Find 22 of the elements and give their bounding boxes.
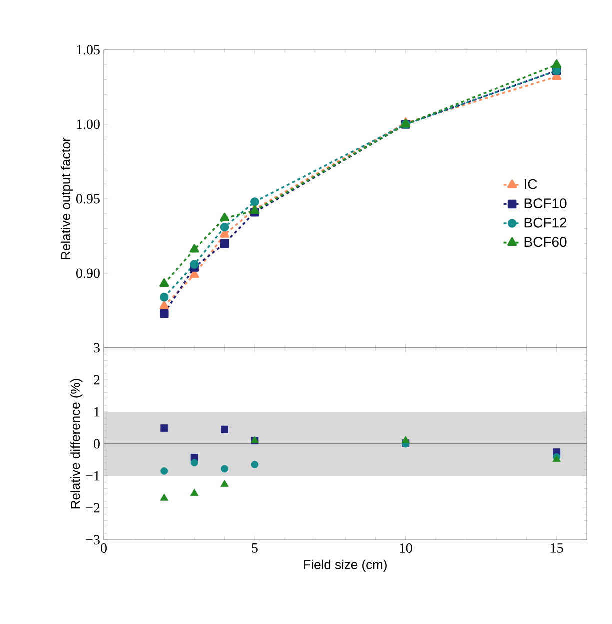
y-tick-label: 1.00 — [77, 120, 100, 130]
y-tick-label: 0 — [94, 439, 100, 449]
y-tick-label: 0.95 — [76, 194, 100, 204]
legend-label: IC — [525, 179, 538, 190]
y-tick-label: 3 — [94, 343, 100, 353]
x-axis-title: Field size (cm) — [304, 560, 387, 572]
y-tick-label: −3 — [86, 535, 100, 545]
y-tick-label: 0.90 — [76, 268, 100, 278]
x-tick-label: 10 — [400, 544, 412, 553]
x-tick-label: 5 — [252, 544, 258, 553]
y-tick-label: 1.05 — [77, 45, 100, 55]
x-tick-label: 0 — [101, 544, 107, 553]
y-tick-label: −1 — [86, 471, 100, 481]
legend-label: BCF10 — [524, 198, 567, 209]
x-tick-label: 15 — [551, 544, 564, 553]
legend-label: BCF60 — [524, 237, 567, 248]
y-tick-label: 2 — [94, 375, 100, 385]
y-axis-title: Relative output factor — [60, 138, 74, 260]
y-tick-label: 1 — [94, 407, 100, 417]
legend-label: BCF12 — [524, 218, 567, 228]
y-tick-label: −2 — [86, 503, 100, 513]
y-axis-title: Relative difference (%) — [70, 379, 83, 509]
